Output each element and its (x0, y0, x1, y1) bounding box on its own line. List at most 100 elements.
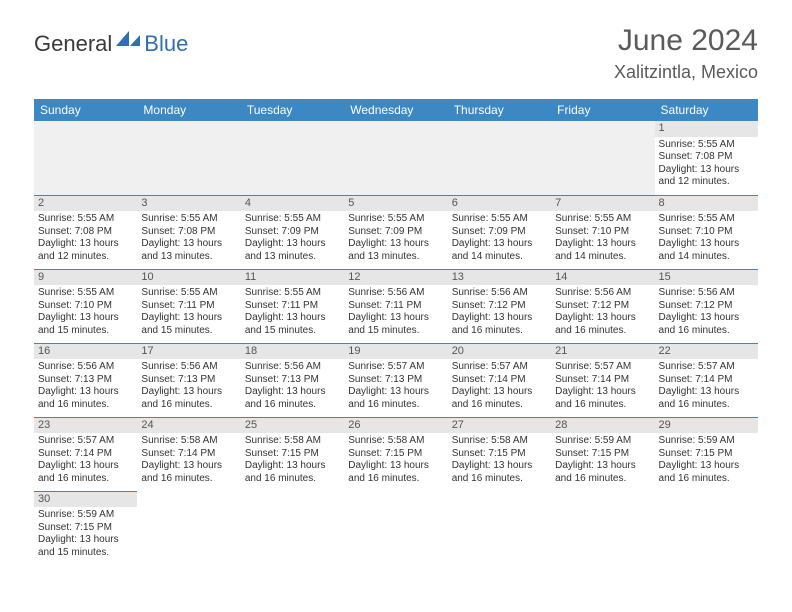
daylight-text: Daylight: 13 hours (38, 460, 133, 473)
sunrise-text: Sunrise: 5:56 AM (452, 287, 547, 300)
sunrise-text: Sunrise: 5:59 AM (555, 435, 650, 448)
sunset-text: Sunset: 7:12 PM (659, 300, 754, 313)
sunrise-text: Sunrise: 5:55 AM (348, 213, 443, 226)
sunset-text: Sunset: 7:11 PM (348, 300, 443, 313)
sunrise-text: Sunrise: 5:55 AM (141, 213, 236, 226)
daylight-text: and 16 minutes. (555, 325, 650, 338)
day-number: 12 (344, 270, 447, 286)
sunrise-text: Sunrise: 5:55 AM (452, 213, 547, 226)
calendar-day-cell: 9Sunrise: 5:55 AMSunset: 7:10 PMDaylight… (34, 269, 137, 343)
sunrise-text: Sunrise: 5:55 AM (141, 287, 236, 300)
calendar-day-cell (241, 491, 344, 565)
calendar-day-cell (448, 121, 551, 195)
daylight-text: and 14 minutes. (452, 251, 547, 264)
calendar-day-cell (655, 491, 758, 565)
day-number: 15 (655, 270, 758, 286)
calendar-day-cell: 29Sunrise: 5:59 AMSunset: 7:15 PMDayligh… (655, 417, 758, 491)
sunrise-text: Sunrise: 5:59 AM (659, 435, 754, 448)
daylight-text: and 16 minutes. (452, 399, 547, 412)
sunrise-text: Sunrise: 5:58 AM (348, 435, 443, 448)
calendar-day-cell: 27Sunrise: 5:58 AMSunset: 7:15 PMDayligh… (448, 417, 551, 491)
day-number: 26 (344, 418, 447, 434)
day-number: 10 (137, 270, 240, 286)
sunset-text: Sunset: 7:10 PM (659, 226, 754, 239)
calendar-day-cell (344, 121, 447, 195)
sunset-text: Sunset: 7:15 PM (452, 448, 547, 461)
sunrise-text: Sunrise: 5:56 AM (38, 361, 133, 374)
sunset-text: Sunset: 7:13 PM (141, 374, 236, 387)
sunset-text: Sunset: 7:08 PM (659, 151, 754, 164)
logo-text-blue: Blue (144, 31, 188, 57)
sunset-text: Sunset: 7:14 PM (555, 374, 650, 387)
sunrise-text: Sunrise: 5:58 AM (141, 435, 236, 448)
sunset-text: Sunset: 7:09 PM (452, 226, 547, 239)
day-number: 29 (655, 418, 758, 434)
calendar-day-cell: 5Sunrise: 5:55 AMSunset: 7:09 PMDaylight… (344, 195, 447, 269)
calendar-table: Sunday Monday Tuesday Wednesday Thursday… (34, 99, 758, 565)
day-number: 1 (655, 121, 758, 137)
weekday-header: Sunday (34, 99, 137, 121)
day-number: 6 (448, 196, 551, 212)
sunrise-text: Sunrise: 5:57 AM (348, 361, 443, 374)
sunset-text: Sunset: 7:15 PM (555, 448, 650, 461)
calendar-day-cell (137, 121, 240, 195)
sunrise-text: Sunrise: 5:58 AM (245, 435, 340, 448)
day-number: 16 (34, 344, 137, 360)
sunrise-text: Sunrise: 5:58 AM (452, 435, 547, 448)
daylight-text: Daylight: 13 hours (555, 312, 650, 325)
logo-text-general: General (34, 31, 112, 57)
sunset-text: Sunset: 7:09 PM (348, 226, 443, 239)
calendar-week-row: 9Sunrise: 5:55 AMSunset: 7:10 PMDaylight… (34, 269, 758, 343)
daylight-text: Daylight: 13 hours (452, 386, 547, 399)
weekday-header: Friday (551, 99, 654, 121)
calendar-day-cell: 13Sunrise: 5:56 AMSunset: 7:12 PMDayligh… (448, 269, 551, 343)
day-number: 19 (344, 344, 447, 360)
calendar-day-cell: 17Sunrise: 5:56 AMSunset: 7:13 PMDayligh… (137, 343, 240, 417)
day-number: 17 (137, 344, 240, 360)
day-number: 22 (655, 344, 758, 360)
calendar-week-row: 30Sunrise: 5:59 AMSunset: 7:15 PMDayligh… (34, 491, 758, 565)
daylight-text: and 12 minutes. (659, 176, 754, 189)
daylight-text: and 13 minutes. (245, 251, 340, 264)
sunrise-text: Sunrise: 5:55 AM (245, 213, 340, 226)
sunset-text: Sunset: 7:14 PM (141, 448, 236, 461)
calendar-day-cell: 4Sunrise: 5:55 AMSunset: 7:09 PMDaylight… (241, 195, 344, 269)
sunset-text: Sunset: 7:15 PM (348, 448, 443, 461)
sunset-text: Sunset: 7:09 PM (245, 226, 340, 239)
day-number: 24 (137, 418, 240, 434)
daylight-text: Daylight: 13 hours (348, 386, 443, 399)
calendar-day-cell: 26Sunrise: 5:58 AMSunset: 7:15 PMDayligh… (344, 417, 447, 491)
sunset-text: Sunset: 7:15 PM (245, 448, 340, 461)
calendar-day-cell: 18Sunrise: 5:56 AMSunset: 7:13 PMDayligh… (241, 343, 344, 417)
sunrise-text: Sunrise: 5:55 AM (38, 287, 133, 300)
day-number: 5 (344, 196, 447, 212)
daylight-text: and 15 minutes. (348, 325, 443, 338)
sunset-text: Sunset: 7:15 PM (659, 448, 754, 461)
daylight-text: and 16 minutes. (348, 473, 443, 486)
daylight-text: Daylight: 13 hours (659, 312, 754, 325)
sunrise-text: Sunrise: 5:57 AM (555, 361, 650, 374)
daylight-text: and 12 minutes. (38, 251, 133, 264)
day-number: 11 (241, 270, 344, 286)
sunset-text: Sunset: 7:08 PM (38, 226, 133, 239)
daylight-text: and 15 minutes. (38, 547, 133, 560)
daylight-text: and 15 minutes. (38, 325, 133, 338)
daylight-text: and 13 minutes. (348, 251, 443, 264)
sunset-text: Sunset: 7:10 PM (38, 300, 133, 313)
calendar-day-cell: 7Sunrise: 5:55 AMSunset: 7:10 PMDaylight… (551, 195, 654, 269)
daylight-text: Daylight: 13 hours (38, 312, 133, 325)
daylight-text: Daylight: 13 hours (452, 460, 547, 473)
sunrise-text: Sunrise: 5:55 AM (659, 139, 754, 152)
sunrise-text: Sunrise: 5:56 AM (141, 361, 236, 374)
daylight-text: Daylight: 13 hours (555, 386, 650, 399)
daylight-text: Daylight: 13 hours (38, 238, 133, 251)
day-number: 18 (241, 344, 344, 360)
daylight-text: and 16 minutes. (141, 473, 236, 486)
calendar-day-cell: 1Sunrise: 5:55 AMSunset: 7:08 PMDaylight… (655, 121, 758, 195)
calendar-day-cell: 19Sunrise: 5:57 AMSunset: 7:13 PMDayligh… (344, 343, 447, 417)
sunset-text: Sunset: 7:13 PM (38, 374, 133, 387)
sunrise-text: Sunrise: 5:56 AM (348, 287, 443, 300)
sunrise-text: Sunrise: 5:55 AM (555, 213, 650, 226)
daylight-text: Daylight: 13 hours (38, 534, 133, 547)
daylight-text: and 16 minutes. (659, 325, 754, 338)
